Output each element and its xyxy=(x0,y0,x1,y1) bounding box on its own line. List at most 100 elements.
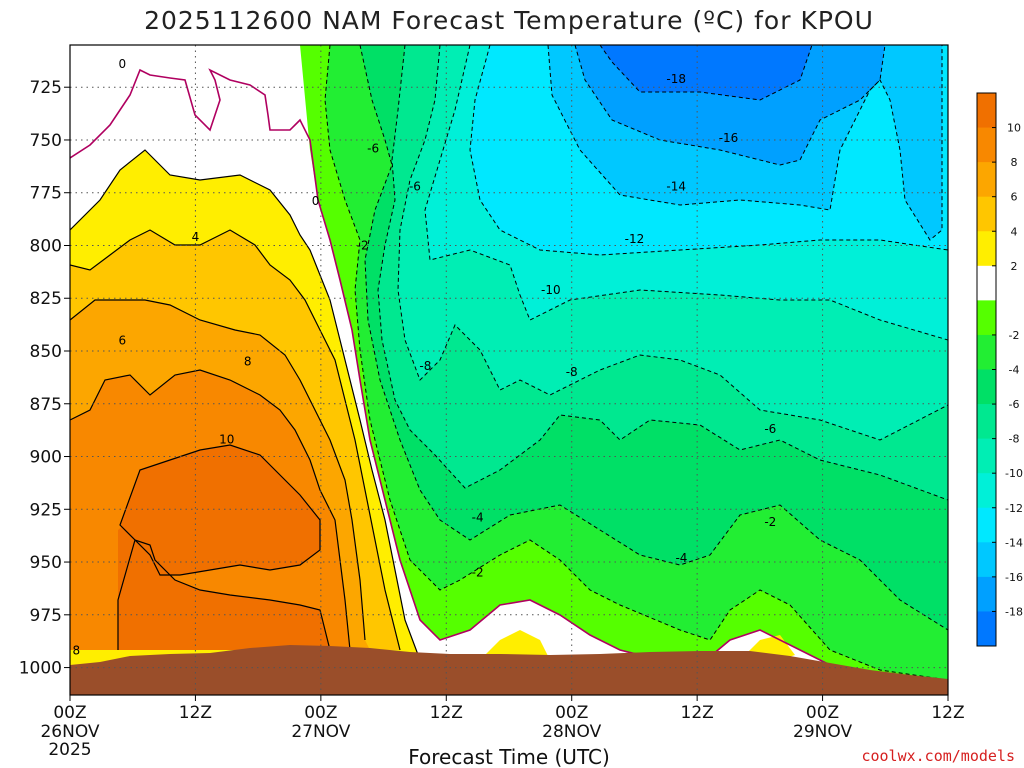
colorbar-label: -6 xyxy=(1009,398,1020,411)
contour-label: -6 xyxy=(764,422,776,436)
x-tick-label: 00Z xyxy=(806,703,839,723)
contour-label: -16 xyxy=(719,131,739,145)
contour-plus10-lower xyxy=(117,539,331,651)
contour-label: 8 xyxy=(72,644,80,658)
band-plus10 xyxy=(120,445,320,575)
colorbar-swatch xyxy=(977,162,996,198)
colorbar-label: -8 xyxy=(1009,433,1020,446)
x-tick-label: 12Z xyxy=(681,703,714,723)
y-tick-label: 925 xyxy=(30,500,62,520)
colorbar-label: -2 xyxy=(1009,329,1020,342)
contour-label: -2 xyxy=(764,515,776,529)
colorbar-swatch xyxy=(977,438,996,474)
colorbar-swatch xyxy=(977,300,996,336)
y-tick-label: 850 xyxy=(30,342,62,362)
y-tick-label: 725 xyxy=(30,78,62,98)
y-tick-label: 800 xyxy=(30,236,62,256)
contour-minus6 xyxy=(377,45,948,501)
credit-link[interactable]: coolwx.com/models xyxy=(861,747,1015,765)
contour-label: 8 xyxy=(244,355,252,369)
x-tick-label: 12Z xyxy=(430,703,463,723)
x-tick-label: 00Z xyxy=(53,703,86,723)
colorbar-label: 4 xyxy=(1011,225,1018,238)
x-tick-sub1: 27NOV xyxy=(291,722,350,742)
contour-label: -4 xyxy=(675,551,687,565)
contour-label: 10 xyxy=(219,433,234,447)
grid-lines xyxy=(70,45,948,695)
colorbar-label: 2 xyxy=(1011,260,1018,273)
plot-field xyxy=(70,45,948,695)
y-tick-label: 1000 xyxy=(19,659,62,679)
y-tick-label: 750 xyxy=(30,131,62,151)
x-tick-sub1: 26NOV xyxy=(40,722,99,742)
ground-surface xyxy=(70,645,948,695)
y-tick-label: 875 xyxy=(30,395,62,415)
colorbar-label: 10 xyxy=(1007,122,1021,135)
y-tick-label: 775 xyxy=(30,184,62,204)
contour-label: -2 xyxy=(472,566,484,580)
colorbar-label: -16 xyxy=(1005,571,1023,584)
colorbar-swatch xyxy=(977,369,996,405)
contour-minus4 xyxy=(359,45,948,631)
contour-label: -6 xyxy=(367,141,379,155)
colorbar-label: -10 xyxy=(1005,467,1023,480)
colorbar-swatch xyxy=(977,473,996,509)
colorbar-label: -4 xyxy=(1009,364,1020,377)
colorbar-label: -14 xyxy=(1005,536,1023,549)
colorbar-swatch xyxy=(977,542,996,578)
contour-minus18 xyxy=(599,45,813,101)
colorbar-swatch xyxy=(977,265,996,301)
colorbar-swatch xyxy=(977,231,996,267)
contour-label: -12 xyxy=(625,232,645,246)
contour-plus6 xyxy=(70,299,366,641)
contour-label: 0 xyxy=(312,194,320,208)
contour-plus10 xyxy=(119,444,321,576)
contour-minus16 xyxy=(574,45,886,166)
contour-label: -10 xyxy=(541,283,561,297)
colorbar-label: 6 xyxy=(1011,191,1018,204)
contour-labels: 0 0 4 6 8 10 -6 -6 -2 -12 -14 -16 -18 -10 -8 -8 -6 -4 -2 -4… xyxy=(72,57,776,658)
x-tick-sub1: 29NOV xyxy=(793,722,852,742)
colorbar-label: -18 xyxy=(1005,605,1023,618)
x-tick-label: 12Z xyxy=(179,703,212,723)
plot-frame xyxy=(69,44,949,696)
colorbar-label: -12 xyxy=(1005,502,1023,515)
contour-minus2 xyxy=(324,45,948,681)
colorbar-swatch xyxy=(977,576,996,612)
band-plus2-pocket-a xyxy=(480,630,550,660)
contour-label: -8 xyxy=(566,365,578,379)
contour-plus4 xyxy=(70,229,401,651)
colorbar-swatch xyxy=(977,404,996,440)
x-tick-label: 00Z xyxy=(304,703,337,723)
y-tick-label: 975 xyxy=(30,606,62,626)
contour-label: -4 xyxy=(472,511,484,525)
contour-minus8 xyxy=(397,45,948,441)
y-tick-label: 950 xyxy=(30,553,62,573)
chart-title: 2025112600 NAM Forecast Temperature (ºC)… xyxy=(144,6,874,35)
contour-label: -2 xyxy=(357,238,369,252)
y-axis: 725 750 775 800 825 850 875 900 925 950 975 1000 xyxy=(19,78,70,679)
contour-label: 0 xyxy=(118,57,126,71)
contour-label: -18 xyxy=(666,72,686,86)
x-tick-label: 00Z xyxy=(555,703,588,723)
contour-plus2 xyxy=(70,149,421,661)
contour-label: -8 xyxy=(419,359,431,373)
x-tick-sub2: 2025 xyxy=(48,740,91,760)
colorbar-swatch xyxy=(977,507,996,543)
band-plus10-lower xyxy=(118,515,330,650)
x-axis-title: Forecast Time (UTC) xyxy=(408,745,610,768)
contour-minus12 xyxy=(469,45,948,256)
y-tick-label: 900 xyxy=(30,448,62,468)
colorbar-swatch xyxy=(977,334,996,370)
contour-label: 4 xyxy=(192,230,200,244)
contour-label: 6 xyxy=(118,333,126,347)
contour-label: -14 xyxy=(666,179,686,193)
colorbar-swatch xyxy=(977,196,996,232)
x-tick-label: 12Z xyxy=(931,703,964,723)
colorbar-swatch xyxy=(977,93,996,129)
colorbar-swatch xyxy=(977,611,996,647)
colorbar: 10 8 6 4 2 -2 -4 -6 -8 -10 -12 -14 -16 -18 xyxy=(976,92,1023,647)
x-tick-sub1: 28NOV xyxy=(542,722,601,742)
